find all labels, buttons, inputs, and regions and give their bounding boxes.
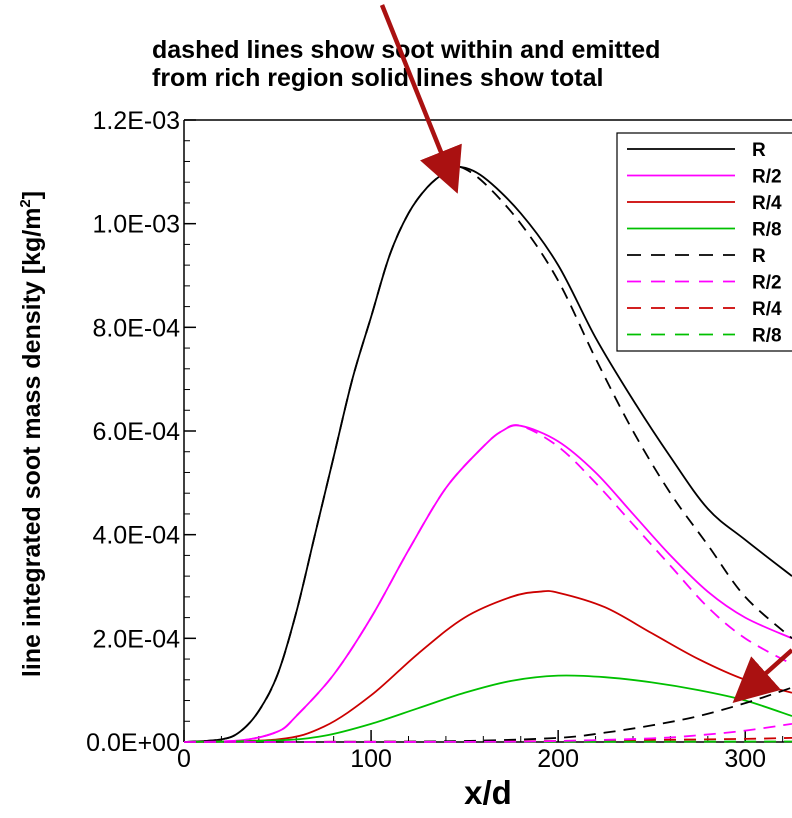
x-tick-label: 0 [177,745,191,773]
legend-entry-label: R/8 [752,220,782,241]
y-tick-label: 8.0E-04 [92,314,180,342]
y-axis-label-close: ] [18,191,46,199]
annotation-arrow [732,648,792,703]
y-axis-label-main: line integrated soot mass density [kg/m [18,208,46,678]
legend-entry-label: R/4 [752,193,782,214]
legend-entry-label: R/8 [752,326,782,347]
y-axis-label-superscript: 2 [17,199,34,207]
series-line-r-2-solid-1 [184,424,792,743]
series-line-r-dashed-4 [184,165,792,743]
legend-entry-label: R/2 [752,273,782,294]
x-tick-label: 300 [724,745,766,773]
y-tick-label: 2.0E-04 [92,625,180,653]
legend-box [616,132,792,352]
x-tick-label: 100 [350,745,392,773]
legend-entry-label: R/4 [752,299,782,320]
x-tick-label: 200 [537,745,579,773]
y-tick-label: 6.0E-04 [92,418,180,446]
series-line-r-4-solid-2 [184,590,792,743]
series-line-r-8-solid-3 [184,674,792,743]
series-line-extra-dashed-9 [184,722,792,743]
y-tick-label: 4.0E-04 [92,522,180,550]
y-axis-label: line integrated soot mass density [kg/m2… [17,191,46,677]
annotation-arrow [379,4,462,194]
y-tick-label: 1.0E-03 [92,211,180,239]
legend-entry-label: R [752,140,766,161]
y-tick-label: 0.0E+00 [86,729,180,757]
series-line-r-2-dashed-5 [184,424,792,743]
chart-title-line-2: from rich region solid lines show total [152,64,603,92]
x-axis-label: x/d [464,774,512,811]
series-line-extra-dashed-8 [184,686,792,743]
legend-entry-label: R [752,246,766,267]
legend-entry-label: R/2 [752,167,782,188]
y-tick-label: 1.2E-03 [92,107,180,135]
